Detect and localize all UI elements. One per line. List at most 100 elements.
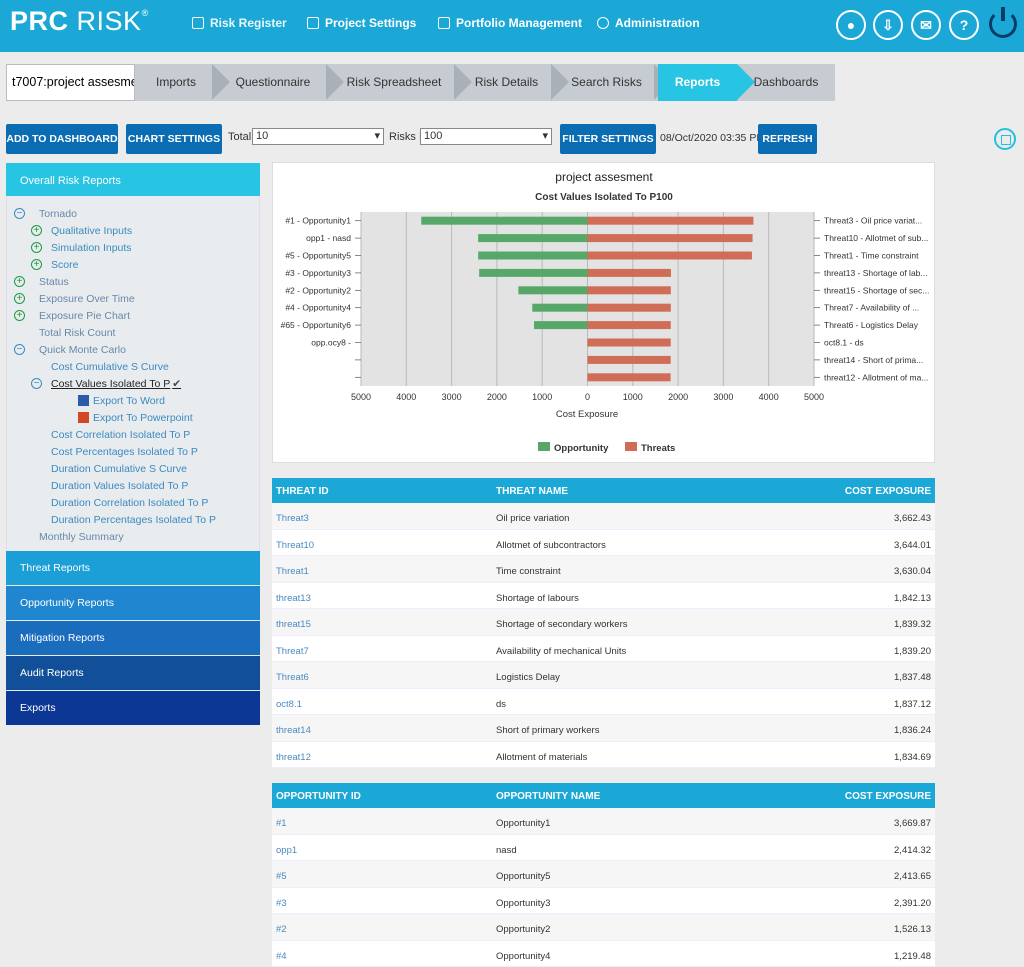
tree-item-exposure-over-time[interactable]: +Exposure Over Time (39, 293, 135, 305)
tree-item-score[interactable]: +Score (51, 259, 78, 271)
tree-item-duration-cumulative-s-curve[interactable]: Duration Cumulative S Curve (51, 463, 187, 475)
expand-icon[interactable]: + (14, 310, 25, 321)
expand-icon[interactable]: + (14, 293, 25, 304)
total-label: Total (228, 131, 251, 143)
opportunity-id-link[interactable]: #2 (276, 924, 287, 935)
breadcrumb-step-reports[interactable]: Reports (658, 64, 737, 101)
tree-item-quick-monte-carlo[interactable]: −Quick Monte Carlo (39, 344, 126, 356)
nav-administration[interactable]: Administration (597, 16, 700, 30)
sidebar-section-exports[interactable]: Exports (6, 691, 260, 725)
mail-icon[interactable]: ✉ (911, 10, 941, 40)
x-tick-label: 3000 (713, 392, 733, 402)
power-icon[interactable] (989, 10, 1017, 38)
nav-portfolio-management[interactable]: Portfolio Management (438, 16, 582, 30)
overall-risk-reports-header[interactable]: Overall Risk Reports (6, 163, 260, 196)
add-to-dashboard-button[interactable]: ADD TO DASHBOARD (6, 124, 118, 154)
chart-settings-button[interactable]: CHART SETTINGS (126, 124, 222, 154)
cost-exposure-value: 1,834.69 (894, 752, 931, 763)
tree-item-duration-values-isolated-to-p[interactable]: Duration Values Isolated To P (51, 480, 188, 492)
cost-exposure-value: 2,413.65 (894, 871, 931, 882)
cost-exposure-value: 2,414.32 (894, 845, 931, 856)
breadcrumb-step-dashboards[interactable]: Dashboards (737, 64, 835, 101)
opportunity-table: OPPORTUNITY ID OPPORTUNITY NAME COST EXP… (272, 783, 935, 967)
threat-id-link[interactable]: threat15 (276, 619, 311, 630)
tree-item-exposure-pie-chart[interactable]: +Exposure Pie Chart (39, 310, 130, 322)
refresh-button[interactable]: REFRESH (758, 124, 817, 154)
col-threat-id: THREAT ID (276, 486, 329, 497)
threat-bar (588, 234, 753, 242)
sidebar-section-opportunity-reports[interactable]: Opportunity Reports (6, 586, 260, 620)
opportunity-id-link[interactable]: #5 (276, 871, 287, 882)
tree-item-export-to-word[interactable]: Export To Word (78, 395, 165, 407)
cost-exposure-value: 1,526.13 (894, 924, 931, 935)
tree-item-duration-percentages-isolated-to-p[interactable]: Duration Percentages Isolated To P (51, 514, 216, 526)
collapse-icon[interactable]: − (14, 344, 25, 355)
risks-percentile-select[interactable]: 100 (420, 128, 552, 145)
opportunity-id-link[interactable]: #3 (276, 898, 287, 909)
collapse-icon[interactable]: − (31, 378, 42, 389)
tree-item-simulation-inputs[interactable]: +Simulation Inputs (51, 242, 132, 254)
expand-icon[interactable]: + (31, 225, 42, 236)
threat-id-link[interactable]: Threat1 (276, 566, 309, 577)
nav-project-settings[interactable]: Project Settings (307, 16, 416, 30)
tree-item-cost-values-isolated-to-p[interactable]: −Cost Values Isolated To P✔ (51, 378, 181, 390)
chart-title: project assesment (555, 170, 653, 184)
expand-icon[interactable]: + (31, 259, 42, 270)
tree-item-total-risk-count[interactable]: Total Risk Count (39, 327, 115, 339)
breadcrumb-step-imports[interactable]: Imports (136, 64, 216, 101)
tree-item-tornado[interactable]: −Tornado (39, 208, 77, 220)
sidebar-section-audit-reports[interactable]: Audit Reports (6, 656, 260, 690)
cost-exposure-value: 1,219.48 (894, 951, 931, 962)
tree-item-label: Duration Correlation Isolated To P (51, 497, 208, 509)
threat-table-header: THREAT ID THREAT NAME COST EXPOSURE (272, 478, 935, 503)
tree-item-monthly-summary[interactable]: Monthly Summary (39, 531, 124, 543)
filter-settings-button[interactable]: FILTER SETTINGS (560, 124, 656, 154)
help-icon[interactable]: ? (949, 10, 979, 40)
project-name[interactable]: t7007:project assesmen (6, 64, 135, 101)
sidebar-section-threat-reports[interactable]: Threat Reports (6, 551, 260, 585)
total-select[interactable]: 10 (252, 128, 384, 145)
tree-item-duration-correlation-isolated-to-p[interactable]: Duration Correlation Isolated To P (51, 497, 208, 509)
opportunity-id-link[interactable]: opp1 (276, 845, 297, 856)
nav-risk-register[interactable]: Risk Register (192, 16, 287, 30)
expand-icon[interactable]: + (31, 242, 42, 253)
threat-id-link[interactable]: threat14 (276, 725, 311, 736)
opportunity-id-link[interactable]: #1 (276, 818, 287, 829)
collapse-icon[interactable]: − (14, 208, 25, 219)
toggle-icon[interactable]: ● (836, 10, 866, 40)
x-tick-label: 0 (585, 392, 590, 402)
threat-id-link[interactable]: oct8.1 (276, 699, 302, 710)
threat-id-link[interactable]: Threat10 (276, 540, 314, 551)
tree-item-status[interactable]: +Status (39, 276, 69, 288)
tree-item-export-to-powerpoint[interactable]: Export To Powerpoint (78, 412, 193, 424)
breadcrumb-step-search-risks[interactable]: Search Risks (555, 64, 658, 101)
tree-item-cost-cumulative-s-curve[interactable]: Cost Cumulative S Curve (51, 361, 169, 373)
opportunity-id-link[interactable]: #4 (276, 951, 287, 962)
download-icon[interactable]: ⇩ (873, 10, 903, 40)
breadcrumb-step-questionnaire[interactable]: Questionnaire (216, 64, 330, 101)
tree-item-cost-percentages-isolated-to-p[interactable]: Cost Percentages Isolated To P (51, 446, 198, 458)
breadcrumb-step-risk-details[interactable]: Risk Details (458, 64, 555, 101)
threat-id-link[interactable]: Threat7 (276, 646, 309, 657)
expand-icon[interactable]: + (14, 276, 25, 287)
export-icon[interactable] (994, 128, 1016, 150)
opportunity-label: opp1 - nasd (306, 233, 351, 243)
tree-item-label: Total Risk Count (39, 327, 115, 339)
cost-exposure-value: 1,837.12 (894, 699, 931, 710)
opportunity-label: #5 - Opportunity5 (285, 251, 351, 261)
breadcrumb-step-risk-spreadsheet[interactable]: Risk Spreadsheet (330, 64, 458, 101)
threat-id-link[interactable]: Threat3 (276, 513, 309, 524)
sidebar-section-mitigation-reports[interactable]: Mitigation Reports (6, 621, 260, 655)
tree-item-label: Cost Correlation Isolated To P (51, 429, 190, 441)
tree-item-qualitative-inputs[interactable]: +Qualitative Inputs (51, 225, 132, 237)
threat-id-link[interactable]: threat12 (276, 752, 311, 763)
opportunity-bar (534, 321, 587, 329)
tree-item-label: Duration Percentages Isolated To P (51, 514, 216, 526)
threat-id-link[interactable]: Threat6 (276, 672, 309, 683)
tree-item-cost-correlation-isolated-to-p[interactable]: Cost Correlation Isolated To P (51, 429, 190, 441)
cost-exposure-value: 3,662.43 (894, 513, 931, 524)
threat-id-link[interactable]: threat13 (276, 593, 311, 604)
col-cost-exposure: COST EXPOSURE (845, 486, 931, 497)
opportunity-label: opp.ocy8 - (311, 338, 351, 348)
